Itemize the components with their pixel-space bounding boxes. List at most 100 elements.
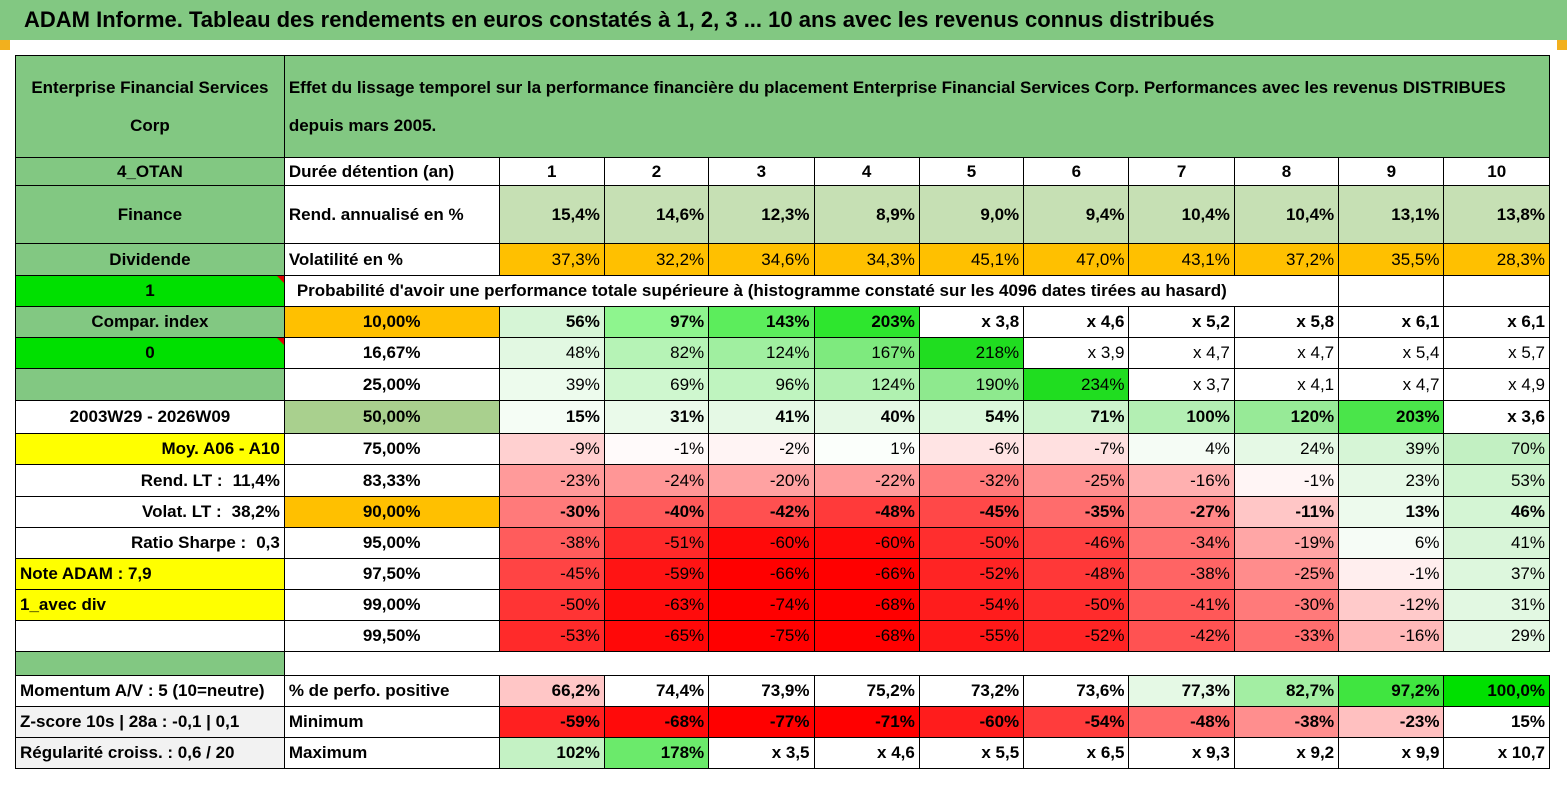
quantile-cell: -11% bbox=[1233, 496, 1340, 528]
quantile-cell: -27% bbox=[1128, 496, 1235, 528]
quantile-cell: -33% bbox=[1233, 620, 1340, 652]
minimum-cell: -23% bbox=[1338, 706, 1445, 738]
quantile-cell: 203% bbox=[1338, 400, 1445, 434]
quantile-cell: -16% bbox=[1338, 620, 1445, 652]
quantile-cell: -23% bbox=[498, 464, 605, 497]
minimum-side-info: Z-score 10s | 28a : -0,1 | 0,1 bbox=[15, 706, 285, 738]
year-header: 7 bbox=[1128, 157, 1235, 186]
quantile-cell: x 4,7 bbox=[1233, 337, 1340, 369]
year-header: 3 bbox=[708, 157, 815, 186]
spacer-empty bbox=[283, 651, 1550, 676]
quantile-cell: -59% bbox=[603, 558, 710, 590]
asset-type: Dividende bbox=[15, 243, 285, 276]
quantile-cell: 15% bbox=[498, 400, 605, 434]
sharpe: Ratio Sharpe : 0,3 bbox=[15, 527, 285, 559]
quantile-cell: 4% bbox=[1128, 433, 1235, 465]
quantile-cell: -30% bbox=[1233, 589, 1340, 621]
quantile-cell: x 3,7 bbox=[1128, 368, 1235, 401]
probability-threshold: 99,00% bbox=[283, 589, 500, 621]
quantile-cell: -6% bbox=[918, 433, 1025, 465]
empty-cell bbox=[1443, 275, 1550, 307]
minimum-cell: -68% bbox=[603, 706, 710, 738]
probability-threshold: 90,00% bbox=[283, 496, 500, 528]
quantile-cell: 41% bbox=[1443, 527, 1550, 559]
rend-cell: 12,3% bbox=[708, 185, 815, 244]
quantile-cell: -24% bbox=[603, 464, 710, 497]
quantile-cell: -54% bbox=[918, 589, 1025, 621]
frame-corner bbox=[0, 40, 10, 50]
spacer-green bbox=[15, 651, 285, 676]
quantile-cell: 6% bbox=[1338, 527, 1445, 559]
rend-cell: 14,6% bbox=[603, 185, 710, 244]
probability-threshold: 83,33% bbox=[283, 464, 500, 497]
quantile-cell: 82% bbox=[603, 337, 710, 369]
year-header: 4 bbox=[813, 157, 920, 186]
perf-pos-cell: 73,6% bbox=[1023, 675, 1130, 707]
quantile-cell: -68% bbox=[813, 589, 920, 621]
minimum-cell: -60% bbox=[918, 706, 1025, 738]
quantile-cell: 24% bbox=[1233, 433, 1340, 465]
proba-label: Probabilité d'avoir une performance tota… bbox=[283, 275, 1340, 307]
quantile-cell: -66% bbox=[813, 558, 920, 590]
empty-cell bbox=[1338, 275, 1445, 307]
maximum-cell: x 9,9 bbox=[1338, 737, 1445, 769]
maximum-label: Maximum bbox=[283, 737, 500, 769]
perf-pos-cell: 82,7% bbox=[1233, 675, 1340, 707]
table-description: Effet du lissage temporel sur la perform… bbox=[283, 55, 1551, 158]
quantile-cell: 1% bbox=[813, 433, 920, 465]
quantile-cell: -32% bbox=[918, 464, 1025, 497]
vol-cell: 34,3% bbox=[813, 243, 920, 276]
quantile-cell: -45% bbox=[918, 496, 1025, 528]
quantile-row: Note ADAM : 7,9 97,50% -45% -59% -66% -66% -52… bbox=[15, 558, 1550, 590]
perf-pos-cell: 74,4% bbox=[603, 675, 710, 707]
minimum-cell: -38% bbox=[1233, 706, 1340, 738]
quantile-cell: 48% bbox=[498, 337, 605, 369]
vol-cell: 37,2% bbox=[1233, 243, 1340, 276]
quantile-cell: 124% bbox=[813, 368, 920, 401]
quantile-cell: -51% bbox=[603, 527, 710, 559]
note-adam: Note ADAM : 7,9 bbox=[15, 558, 285, 590]
rend-cell: 13,8% bbox=[1443, 185, 1550, 244]
quantile-cell: 96% bbox=[708, 368, 815, 401]
perf-pos-label: % de perfo. positive bbox=[283, 675, 500, 707]
quantile-row: 1_avec div 99,00% -50% -63% -74% -68% -54% -50%… bbox=[15, 589, 1550, 621]
volat-lt-label: Volat. LT : bbox=[142, 502, 222, 521]
sharpe-value: 0,3 bbox=[256, 533, 280, 552]
probability-threshold: 99,50% bbox=[283, 620, 500, 652]
quantile-cell: x 6,1 bbox=[1338, 306, 1445, 338]
quantile-cell: -7% bbox=[1023, 433, 1130, 465]
quantile-cell: -42% bbox=[708, 496, 815, 528]
quantile-cell: -66% bbox=[708, 558, 815, 590]
flag-zero: 0 bbox=[15, 337, 285, 369]
quantile-cell: 46% bbox=[1443, 496, 1550, 528]
maximum-cell: x 4,6 bbox=[813, 737, 920, 769]
quantile-cell: -75% bbox=[708, 620, 815, 652]
duree-label: Durée détention (an) bbox=[283, 157, 500, 186]
probability-threshold: 75,00% bbox=[283, 433, 500, 465]
quantile-cell: -42% bbox=[1128, 620, 1235, 652]
vol-cell: 28,3% bbox=[1443, 243, 1550, 276]
minimum-cell: 15% bbox=[1443, 706, 1550, 738]
quantile-cell: 41% bbox=[708, 400, 815, 434]
quantile-cell: 56% bbox=[498, 306, 605, 338]
quantile-row: 0 16,67% 48% 82% 124% 167% 218% x 3,9 x 4,7 x 4,7… bbox=[15, 337, 1550, 369]
vol-cell: 32,2% bbox=[603, 243, 710, 276]
minimum-cell: -77% bbox=[708, 706, 815, 738]
quantile-cell: -50% bbox=[918, 527, 1025, 559]
quantile-cell: x 3,8 bbox=[918, 306, 1025, 338]
quantile-cell: -1% bbox=[603, 433, 710, 465]
quantile-cell: -1% bbox=[1338, 558, 1445, 590]
probability-threshold: 16,67% bbox=[283, 337, 500, 369]
quantile-cell: x 5,7 bbox=[1443, 337, 1550, 369]
minimum-cell: -54% bbox=[1023, 706, 1130, 738]
quantile-cell: -25% bbox=[1233, 558, 1340, 590]
quantile-cell: -1% bbox=[1233, 464, 1340, 497]
rend-label: Rend. annualisé en % bbox=[283, 185, 500, 244]
quantile-row: 2003W29 - 2026W09 50,00% 15% 31% 41% 40% 54% 71… bbox=[15, 400, 1550, 434]
report-title: ADAM Informe. Tableau des rendements en … bbox=[0, 0, 1567, 40]
year-header: 1 bbox=[498, 157, 605, 186]
quantile-cell: 70% bbox=[1443, 433, 1550, 465]
quantile-row: 25,00% 39% 69% 96% 124% 190% 234% x 3,7 x 4,1 x 4… bbox=[15, 368, 1550, 401]
company-name: Enterprise Financial Services Corp bbox=[15, 55, 285, 158]
quantile-cell: -65% bbox=[603, 620, 710, 652]
